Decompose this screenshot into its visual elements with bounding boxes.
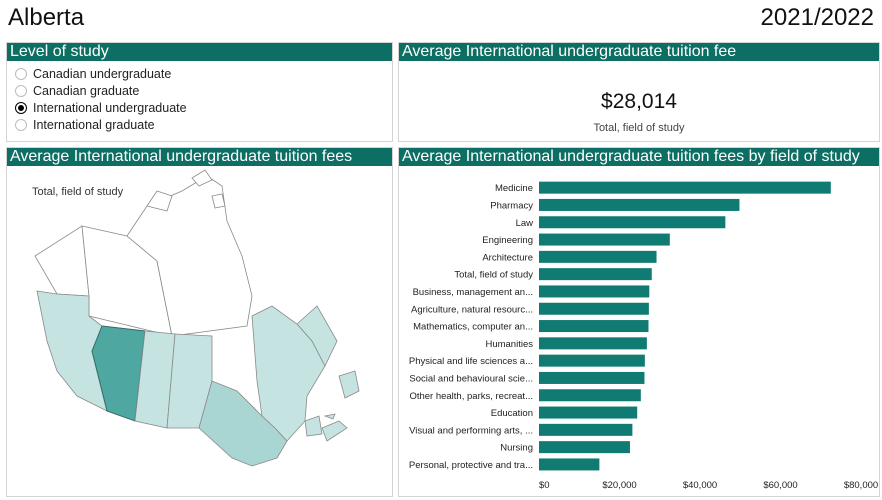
map-panel: Average International undergraduate tuit… (6, 147, 393, 497)
bar[interactable] (539, 337, 647, 350)
field-of-study-chart-panel: Average International undergraduate tuit… (398, 147, 880, 497)
page-title: Alberta (8, 4, 85, 31)
category-label: Personal, protective and tra... (409, 460, 533, 471)
map-region-prince-edward-island[interactable] (323, 413, 336, 420)
radio-label: Canadian graduate (33, 83, 140, 98)
bar[interactable] (539, 441, 630, 454)
radio-label: Canadian undergraduate (33, 66, 172, 81)
average-fee-panel: Average International undergraduate tuit… (398, 42, 880, 142)
category-label: Total, field of study (454, 270, 533, 281)
bar[interactable] (539, 354, 645, 367)
map-region-nova-scotia[interactable] (321, 420, 348, 442)
category-label: Other health, parks, recreat... (409, 391, 533, 402)
category-label: Medicine (495, 183, 533, 194)
category-label: Business, management an... (413, 287, 533, 298)
field-of-study-bar-chart: Medicine Pharmacy Law Engineering Architectu… (409, 181, 878, 491)
x-tick-label: $80,000 (844, 480, 878, 491)
map-region-yukon[interactable] (34, 225, 90, 297)
x-tick-label: $20,000 (602, 480, 636, 491)
bar[interactable] (539, 268, 652, 281)
x-tick-label: $0 (539, 480, 550, 491)
category-label: Education (491, 408, 533, 419)
category-label: Nursing (500, 443, 533, 454)
category-label: Visual and performing arts, ... (409, 425, 533, 436)
radio-canadian-graduate[interactable]: Canadian graduate (15, 82, 392, 99)
map-region-new-brunswick[interactable] (304, 415, 323, 437)
category-label: Social and behavioural scie... (409, 373, 533, 384)
bar[interactable] (539, 371, 645, 384)
x-tick-label: $40,000 (683, 480, 717, 491)
radio-canadian-undergraduate[interactable]: Canadian undergraduate (15, 65, 392, 82)
canada-map (34, 169, 360, 467)
map-region-newfoundland-labrador[interactable] (296, 305, 360, 399)
radio-international-graduate[interactable]: International graduate (15, 116, 392, 133)
category-label: Pharmacy (490, 200, 533, 211)
category-label: Mathematics, computer an... (413, 322, 533, 333)
radio-label: International graduate (33, 117, 155, 132)
bar[interactable] (539, 250, 657, 263)
average-fee-value: $28,014 (601, 90, 677, 113)
map-subtitle: Total, field of study (32, 186, 124, 198)
category-label: Physical and life sciences a... (409, 356, 533, 367)
bar[interactable] (539, 198, 740, 211)
map-region-alberta[interactable] (91, 325, 146, 422)
category-label: Agriculture, natural resourc... (411, 304, 533, 315)
year-label: 2021/2022 (760, 4, 874, 31)
radio-button-selected-icon[interactable] (15, 101, 27, 114)
bar[interactable] (539, 181, 831, 194)
x-tick-label: $60,000 (763, 480, 797, 491)
category-label: Engineering (482, 235, 533, 246)
map-region-nunavut[interactable] (126, 175, 253, 337)
category-label: Architecture (482, 252, 533, 263)
radio-label: International undergraduate (33, 100, 187, 115)
bar[interactable] (539, 458, 600, 471)
level-of-study-panel: Level of study Canadian undergraduate Ca… (6, 42, 393, 142)
bar[interactable] (539, 285, 650, 298)
bar[interactable] (539, 423, 633, 436)
bar[interactable] (539, 389, 641, 402)
level-of-study-radio-group: Canadian undergraduate Canadian graduate… (7, 61, 392, 133)
map-region-quebec[interactable] (251, 305, 326, 442)
average-fee-title: Average International undergraduate tuit… (399, 43, 879, 61)
level-of-study-title: Level of study (7, 43, 392, 61)
radio-button-icon[interactable] (15, 118, 27, 131)
field-of-study-chart-title: Average International undergraduate tuit… (399, 148, 879, 166)
bar[interactable] (539, 216, 726, 229)
radio-button-icon[interactable] (15, 84, 27, 97)
map-region-arctic-islands (146, 169, 226, 212)
bar[interactable] (539, 406, 638, 419)
radio-button-icon[interactable] (15, 67, 27, 80)
map-region-ontario[interactable] (198, 380, 288, 467)
radio-international-undergraduate[interactable]: International undergraduate (15, 99, 392, 116)
bar[interactable] (539, 233, 670, 246)
bar[interactable] (539, 302, 649, 315)
map-title: Average International undergraduate tuit… (7, 148, 392, 166)
average-fee-caption: Total, field of study (593, 122, 685, 134)
bar[interactable] (539, 320, 649, 333)
category-label: Law (516, 218, 534, 229)
category-label: Humanities (485, 339, 533, 350)
